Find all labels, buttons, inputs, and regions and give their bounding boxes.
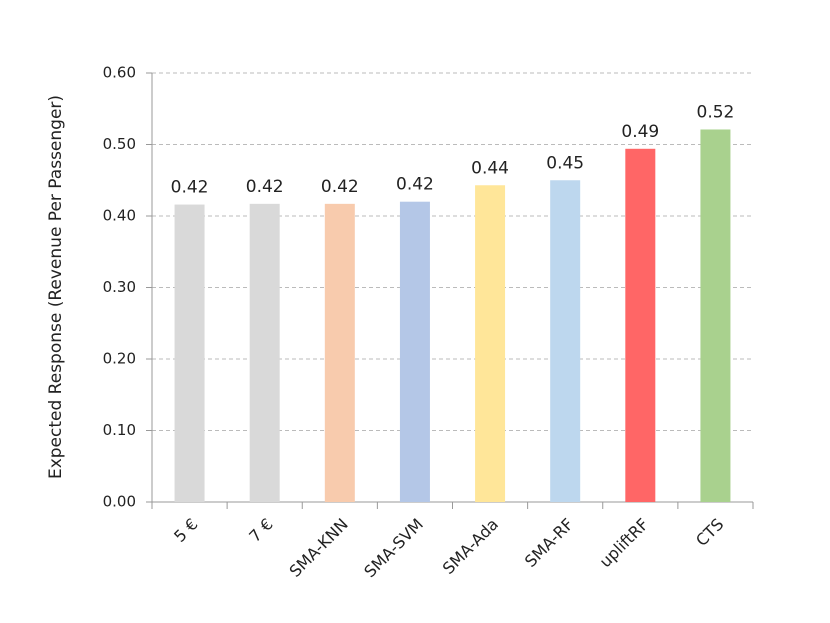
bar	[399, 201, 430, 502]
y-tick-label: 0.40	[103, 207, 136, 225]
bar	[550, 180, 581, 502]
value-label: 0.42	[246, 177, 284, 197]
value-label: 0.42	[171, 178, 209, 198]
bar	[475, 185, 506, 502]
y-tick-label: 0.60	[103, 64, 136, 82]
bar	[174, 204, 205, 502]
x-tick-label: SMA-Ada	[439, 515, 502, 578]
x-tick-label: upliftRF	[596, 515, 653, 572]
y-tick-label: 0.30	[103, 278, 136, 296]
x-tick-label: 5 €	[170, 515, 201, 546]
x-tick-label: SMA-RF	[521, 515, 577, 571]
y-axis-label: Expected Response (Revenue Per Passenger…	[46, 95, 66, 479]
value-label: 0.44	[471, 158, 509, 178]
y-tick-label: 0.20	[103, 350, 136, 368]
y-tick-label: 0.10	[103, 421, 136, 439]
bar	[700, 129, 731, 503]
bar	[249, 203, 280, 502]
value-label: 0.42	[321, 177, 359, 197]
x-tick-label: SMA-KNN	[286, 515, 352, 581]
x-tick-label: CTS	[692, 515, 727, 550]
value-label: 0.42	[396, 175, 434, 195]
value-label: 0.52	[697, 102, 735, 122]
y-tick-label: 0.50	[103, 135, 136, 153]
bar	[625, 148, 656, 503]
x-tick-label: SMA-SVM	[360, 515, 427, 582]
bar	[324, 203, 355, 502]
y-tick-label: 0.00	[103, 493, 136, 511]
x-tick-label: 7 €	[245, 515, 276, 546]
value-label: 0.45	[546, 153, 584, 173]
value-label: 0.49	[621, 122, 659, 142]
